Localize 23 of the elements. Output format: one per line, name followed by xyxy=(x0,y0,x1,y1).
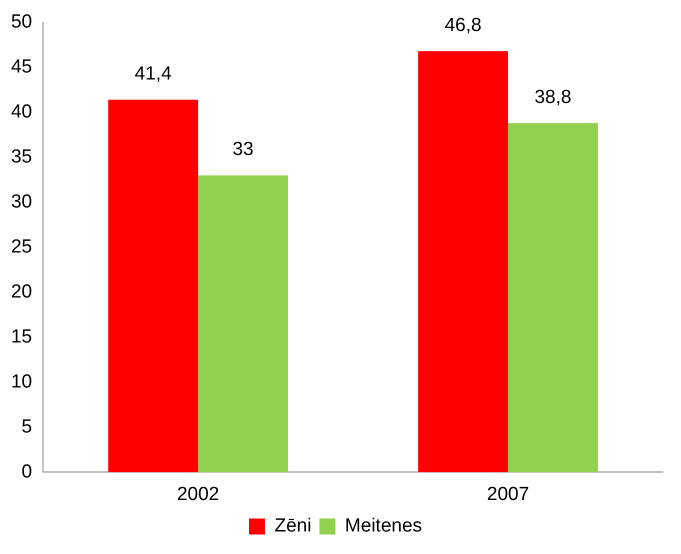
bar xyxy=(508,123,598,472)
y-tick-label: 0 xyxy=(22,461,32,482)
bar xyxy=(198,175,288,472)
data-label: 33 xyxy=(232,139,254,160)
y-tick-label: 40 xyxy=(10,102,32,123)
y-tick-label: 20 xyxy=(10,282,32,303)
y-tick-label: 45 xyxy=(10,56,32,78)
data-label: 38,8 xyxy=(534,86,572,108)
x-tick-label: 2002 xyxy=(176,484,220,505)
y-tick-label: 35 xyxy=(10,146,32,168)
y-tick-label: 5 xyxy=(22,416,32,438)
data-label: 41,4 xyxy=(134,64,172,84)
legend-label: Zēni xyxy=(274,516,312,537)
data-label: 46,8 xyxy=(444,14,482,36)
legend-label: Meitenes xyxy=(344,516,422,537)
bar xyxy=(418,51,508,472)
y-tick-label: 15 xyxy=(10,326,32,348)
y-tick-label: 10 xyxy=(10,371,32,392)
bar xyxy=(108,100,198,472)
x-tick-label: 2007 xyxy=(486,484,530,505)
y-tick-label: 50 xyxy=(10,12,32,33)
y-tick-label: 25 xyxy=(10,236,32,258)
y-tick-label: 30 xyxy=(10,192,32,213)
